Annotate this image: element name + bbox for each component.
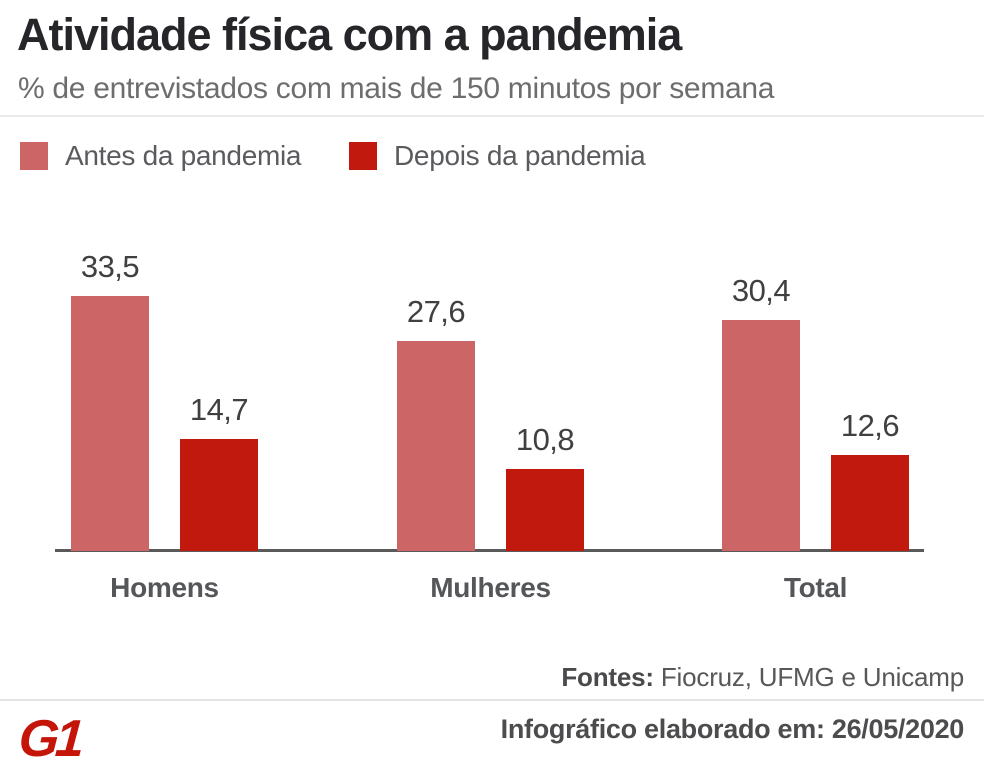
bar-value-label: 12,6 [840, 408, 900, 443]
bar-group-homens: 33,5 14,7 [71, 249, 258, 551]
sources-text: Fiocruz, UFMG e Unicamp [660, 662, 964, 692]
page-subtitle: % de entrevistados com mais de 150 minut… [18, 72, 775, 105]
category-label-total: Total [783, 572, 848, 603]
legend-label-after: Depois da pandemia [394, 140, 646, 171]
credit-line: Infográfico elaborado em: 26/05/2020 [500, 714, 965, 744]
bar-group-mulheres: 27,6 10,8 [397, 294, 584, 551]
bar-value-label: 14,7 [189, 392, 249, 427]
bar-mulheres-depois [506, 469, 584, 551]
category-label-mulheres: Mulheres [430, 572, 551, 603]
header-divider [0, 115, 984, 117]
g1-logo: G1 [16, 710, 83, 768]
legend-label-before: Antes da pandemia [65, 140, 302, 171]
category-label-homens: Homens [110, 572, 219, 603]
sources-label: Fontes: [561, 662, 654, 692]
bar-value-label: 30,4 [731, 273, 791, 308]
bar-chart: 33,5 14,7 27,6 10,8 30,4 [0, 230, 984, 553]
legend-item-after: Depois da pandemia [349, 140, 646, 172]
bar-total-depois [831, 455, 909, 551]
bar-value-label: 27,6 [406, 294, 466, 329]
bar-total-antes [722, 320, 800, 551]
x-axis-line [55, 549, 924, 552]
sources-line: Fontes: Fiocruz, UFMG e Unicamp [561, 662, 964, 693]
legend-swatch-after [349, 142, 377, 170]
bar-homens-antes [71, 296, 149, 551]
legend-swatch-before [20, 142, 48, 170]
bar-value-label: 33,5 [80, 249, 140, 284]
footer-divider [0, 699, 984, 701]
legend-item-before: Antes da pandemia [20, 140, 301, 172]
page-title: Atividade física com a pandemia [17, 9, 682, 60]
bar-value-label: 10,8 [515, 422, 575, 457]
bar-homens-depois [180, 439, 258, 551]
bar-mulheres-antes [397, 341, 475, 551]
bar-group-total: 30,4 12,6 [722, 273, 909, 551]
